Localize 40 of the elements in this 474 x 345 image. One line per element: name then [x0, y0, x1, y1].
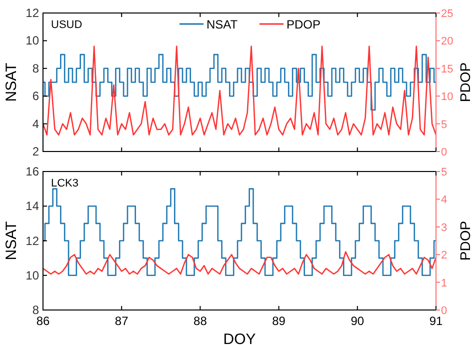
x-tick-label: 86: [36, 314, 50, 328]
x-tick-label: 88: [194, 314, 208, 328]
y2-tick-label: 20: [441, 36, 454, 48]
y2-axis-title: PDOP: [457, 62, 473, 102]
x-tick-label: 87: [114, 314, 129, 328]
x-tick-label: 90: [350, 314, 364, 328]
y2-tick-label: 25: [441, 8, 454, 20]
y2-tick-label: 15: [441, 63, 454, 76]
y-axis-title: NSAT: [3, 62, 20, 102]
legend-label: PDOP: [286, 18, 321, 32]
x-tick-label: 89: [272, 314, 286, 328]
y-tick-label: 6: [32, 89, 40, 104]
y2-tick-label: 3: [441, 222, 448, 234]
y-tick-label: 8: [32, 61, 40, 76]
line-series: [42, 46, 437, 136]
y2-tick-label: 5: [441, 166, 448, 178]
y2-tick-label: 5: [441, 118, 448, 131]
x-axis-title: DOY: [223, 331, 256, 345]
y2-tick-label: 4: [441, 194, 448, 206]
y-axis-title: NSAT: [3, 221, 20, 260]
y-tick-label: 10: [26, 268, 40, 282]
y-tick-label: 10: [26, 34, 40, 48]
x-tick-label: 91: [429, 314, 443, 328]
y2-tick-label: 0: [441, 305, 448, 317]
y-tick-label: 2: [32, 144, 40, 158]
y2-axis-title: PDOP: [457, 220, 473, 261]
annotation: USUD: [51, 19, 82, 31]
y2-tick-label: 0: [441, 146, 448, 158]
y2-tick-label: 2: [441, 250, 448, 262]
legend-label: NSAT: [206, 18, 238, 32]
y-tick-label: 8: [32, 303, 40, 317]
y-tick-label: 12: [26, 234, 40, 248]
y-tick-label: 14: [26, 199, 40, 214]
y2-tick-label: 1: [441, 277, 448, 290]
y2-tick-label: 10: [441, 91, 454, 104]
y-tick-label: 12: [26, 6, 40, 20]
line-series: [42, 251, 437, 275]
y-tick-label: 16: [26, 164, 40, 178]
annotation: LCK3: [51, 178, 79, 190]
y-tick-label: 4: [32, 116, 40, 131]
